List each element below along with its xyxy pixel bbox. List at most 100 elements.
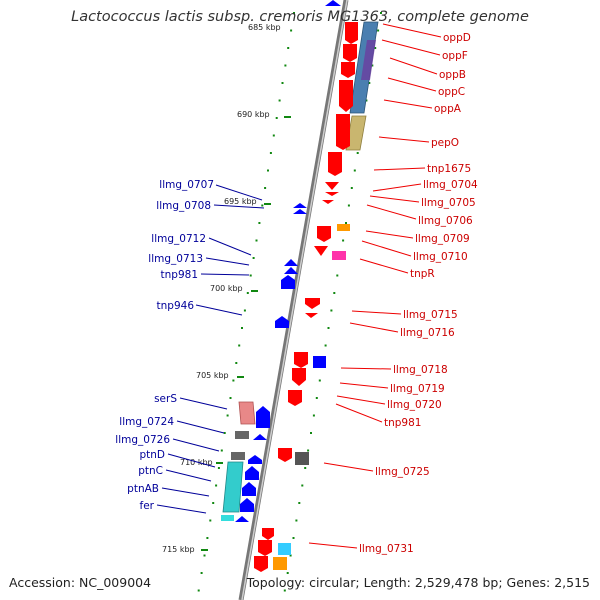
tick-mark xyxy=(290,29,293,32)
gene-label-llmg_0715[interactable]: llmg_0715 xyxy=(403,309,458,321)
ptn-operon-block xyxy=(222,461,244,513)
tick-mark xyxy=(215,484,218,487)
oppB-highlight xyxy=(361,40,376,80)
gene-label-tnpR[interactable]: tnpR xyxy=(410,268,435,280)
oppF-gene xyxy=(343,44,357,62)
gene-label-llmg_0716[interactable]: llmg_0716 xyxy=(400,327,455,339)
tick-mark xyxy=(310,432,312,434)
forward-genes xyxy=(254,22,358,572)
llmg_0710-gene xyxy=(314,246,328,256)
tick-mark xyxy=(197,589,200,592)
tick-mark xyxy=(217,467,220,469)
gene-label-llmg_0731[interactable]: llmg_0731 xyxy=(359,543,414,555)
gene-label-ptnD[interactable]: ptnD xyxy=(139,449,165,461)
tick-mark xyxy=(243,309,246,312)
gene-label-llmg_0720[interactable]: llmg_0720 xyxy=(387,399,442,411)
tick-mark xyxy=(327,327,330,329)
tick-mark xyxy=(289,554,292,557)
llmg_0716-gene xyxy=(305,313,318,318)
gene-label-llmg_0719[interactable]: llmg_0719 xyxy=(390,383,445,395)
gene-label-oppD[interactable]: oppD xyxy=(443,32,471,44)
llmg_0724-block xyxy=(235,431,249,439)
gene-label-llmg_0709[interactable]: llmg_0709 xyxy=(415,233,470,245)
gene-label-oppB[interactable]: oppB xyxy=(439,69,466,81)
gene-label-llmg_0706[interactable]: llmg_0706 xyxy=(418,215,473,227)
gene-label-oppA[interactable]: oppA xyxy=(434,103,462,115)
gene-label-llmg_0712[interactable]: llmg_0712 xyxy=(151,233,206,245)
reverse-genes xyxy=(235,0,341,522)
tick-mark xyxy=(226,414,229,417)
accession-text: Accession: NC_009004 xyxy=(9,575,152,590)
tick-mark xyxy=(281,82,284,84)
tick-mark xyxy=(200,572,203,574)
gene-label-llmg_0713[interactable]: llmg_0713 xyxy=(148,253,203,265)
tick-mark xyxy=(371,64,374,67)
gene-label-tnp981-right[interactable]: tnp981 xyxy=(384,417,421,429)
left-gene-labels: llmg_0707 llmg_0708 llmg_0712 llmg_0713 … xyxy=(115,179,214,512)
llmg_0718-blue-gene xyxy=(313,356,326,368)
gene-label-serS[interactable]: serS xyxy=(154,393,177,405)
gene-label-llmg_0710[interactable]: llmg_0710 xyxy=(413,251,468,263)
gene-label-llmg_0724[interactable]: llmg_0724 xyxy=(119,416,174,428)
tick-mark xyxy=(209,519,212,522)
gene-label-tnp1675[interactable]: tnp1675 xyxy=(427,163,471,175)
gene-label-llmg_0707[interactable]: llmg_0707 xyxy=(159,179,214,191)
gene-label-llmg_0708[interactable]: llmg_0708 xyxy=(156,200,211,212)
llmg_0731-gene-b xyxy=(258,540,272,556)
gene-label-tnp981-left[interactable]: tnp981 xyxy=(161,269,198,281)
tick-mark xyxy=(298,502,301,504)
llmg_0725-gene xyxy=(278,448,292,462)
tick-mark xyxy=(229,397,232,399)
right-gene-labels: oppD oppF oppB oppC oppA pepO tnp1675 ll… xyxy=(359,32,478,555)
gene-label-llmg_0725[interactable]: llmg_0725 xyxy=(375,466,430,478)
tick-mark xyxy=(295,519,298,522)
oppA-gene xyxy=(336,114,350,150)
gene-label-ptnAB[interactable]: ptnAB xyxy=(127,483,159,495)
kbp-label: 695 kbp xyxy=(224,197,257,206)
top-blue-gene xyxy=(325,0,341,6)
ptnAB-gene-b xyxy=(240,498,254,512)
tick-mark xyxy=(203,554,206,557)
llmg_0706-gene xyxy=(322,200,334,204)
tick-mark xyxy=(238,344,241,347)
orange-gene-731 xyxy=(273,557,287,570)
tick-mark xyxy=(312,414,315,417)
orange-gene xyxy=(337,224,350,231)
cyan-gene-731 xyxy=(278,543,291,555)
ptnAB-gene xyxy=(242,482,256,496)
gene-label-ptnC[interactable]: ptnC xyxy=(138,465,163,477)
llmg_0724-gene xyxy=(253,434,267,440)
gene-label-llmg_0726[interactable]: llmg_0726 xyxy=(115,434,170,446)
oppC-gene xyxy=(339,80,353,112)
left-callout-lines xyxy=(156,184,265,514)
llmg_0709-gene xyxy=(317,226,331,242)
llmg_0731-gene-c xyxy=(254,556,268,572)
kbp-label: 700 kbp xyxy=(210,284,243,293)
pepO-gene xyxy=(328,152,342,176)
tnp981-gene-left xyxy=(281,275,295,289)
gray-gene-725 xyxy=(295,452,309,465)
tick-mark xyxy=(255,239,258,242)
kbp-label: 715 kbp xyxy=(162,545,195,554)
tick-mark xyxy=(258,222,261,224)
kbp-label: 685 kbp xyxy=(248,23,281,32)
gene-label-oppF[interactable]: oppF xyxy=(442,50,468,62)
tick-mark xyxy=(377,29,380,32)
gene-label-fer[interactable]: fer xyxy=(140,500,155,512)
tick-mark xyxy=(206,537,209,539)
ptnD-gene xyxy=(248,455,262,464)
gene-label-llmg_0704[interactable]: llmg_0704 xyxy=(423,179,478,191)
tick-mark xyxy=(249,274,252,277)
gene-label-llmg_0718[interactable]: llmg_0718 xyxy=(393,364,448,376)
gene-label-oppC[interactable]: oppC xyxy=(438,86,465,98)
right-callout-lines xyxy=(308,23,442,549)
tick-mark xyxy=(324,344,327,347)
kbp-label: 690 kbp xyxy=(237,110,270,119)
llmg_0707-gene xyxy=(293,203,307,208)
gene-label-tnp946[interactable]: tnp946 xyxy=(157,300,195,312)
gene-label-llmg_0705[interactable]: llmg_0705 xyxy=(421,197,476,209)
tick-mark xyxy=(368,82,371,84)
gene-label-pepO[interactable]: pepO xyxy=(431,137,459,149)
fer-block xyxy=(221,515,234,521)
